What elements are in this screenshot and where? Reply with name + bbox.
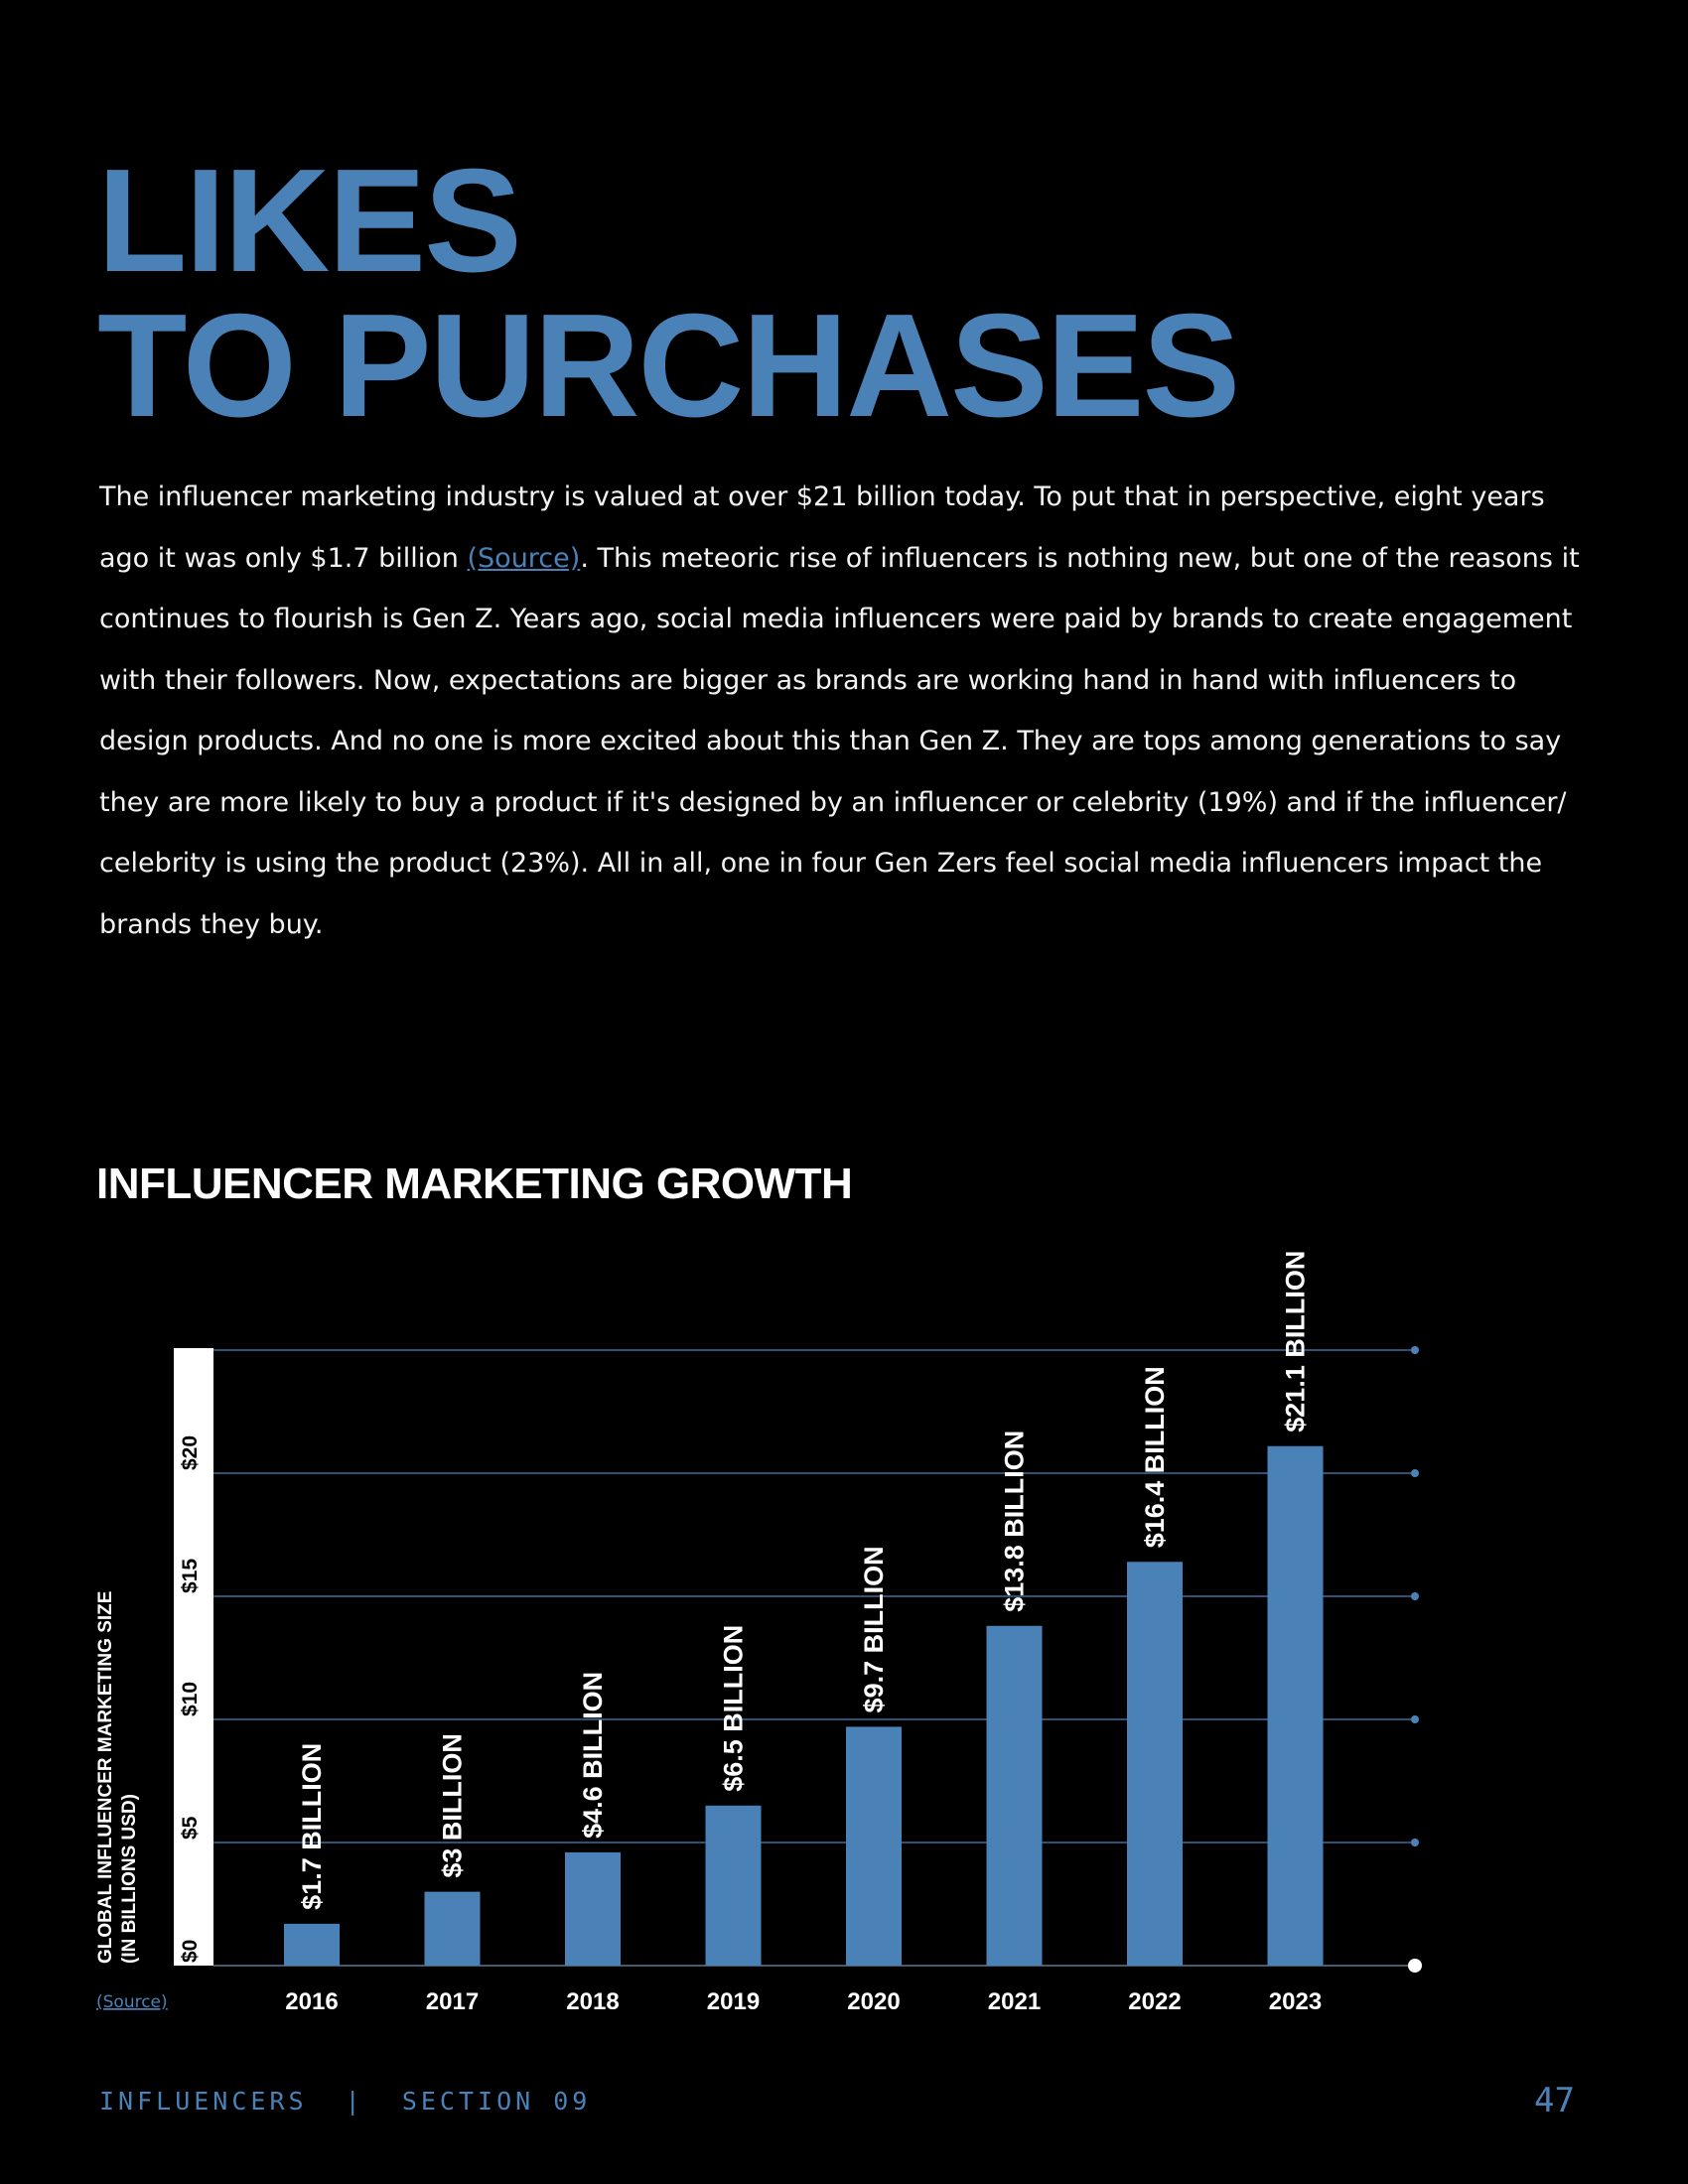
chart-title: INFLUENCER MARKETING GROWTH: [96, 1160, 853, 1208]
data-label: $6.5 BILLION: [719, 1625, 749, 1792]
x-tick-label: 2018: [566, 1988, 619, 2015]
y-axis-label: GLOBAL INFLUENCER MARKETING SIZE: [95, 1591, 116, 1964]
page-title: LIKES TO PURCHASES: [97, 139, 1240, 448]
page-number: 47: [1534, 2081, 1575, 2120]
paragraph-part-2: . This meteoric rise of influencers is n…: [99, 542, 1580, 940]
x-tick-label: 2020: [847, 1988, 900, 2015]
gridline-end-dot: [1411, 1346, 1419, 1354]
bar-2023: [1267, 1445, 1324, 1966]
data-label: $21.1 BILLION: [1281, 1251, 1311, 1433]
bar-2020: [846, 1726, 902, 1966]
y-tick-label: $25: [179, 1312, 202, 1347]
title-line-2: TO PURCHASES: [97, 284, 1240, 448]
y-axis-label-unit: (IN BILLIONS USD): [119, 1794, 140, 1964]
intro-paragraph: The influencer marketing industry is val…: [99, 467, 1589, 955]
bar-2021: [986, 1625, 1043, 1966]
gridline-end-dot: [1408, 1959, 1422, 1973]
y-tick-label: $10: [179, 1682, 202, 1716]
footer-section-label: INFLUENCERS | SECTION 09: [99, 2087, 592, 2116]
data-label: $13.8 BILLION: [1000, 1431, 1030, 1612]
bar-2018: [565, 1851, 621, 1966]
y-axis-panel: [174, 1348, 213, 1966]
data-label: $9.7 BILLION: [859, 1546, 889, 1712]
bar-2019: [705, 1805, 762, 1966]
data-label: $1.7 BILLION: [297, 1743, 327, 1910]
bar-2022: [1127, 1562, 1183, 1966]
gridline-end-dot: [1411, 1592, 1419, 1600]
data-label: $4.6 BILLION: [578, 1672, 608, 1839]
bar-2016: [284, 1923, 340, 1966]
gridline-end-dot: [1411, 1469, 1419, 1477]
bar-2017: [424, 1891, 481, 1966]
x-tick-label: 2019: [707, 1988, 760, 2015]
data-label: $3 BILLION: [438, 1733, 468, 1878]
title-line-1: LIKES: [97, 139, 522, 303]
data-label: $16.4 BILLION: [1140, 1366, 1170, 1548]
source-link[interactable]: (Source): [467, 542, 581, 574]
x-tick-label: 2017: [426, 1988, 479, 2015]
x-tick-label: 2021: [988, 1988, 1041, 2015]
chart-source-link[interactable]: (Source): [96, 1992, 168, 2012]
x-tick-label: 2016: [285, 1988, 338, 2015]
y-tick-label: $0: [179, 1940, 202, 1963]
gridline-end-dot: [1411, 1715, 1419, 1723]
paragraph-part-1: The influencer marketing industry is val…: [99, 481, 1545, 574]
x-tick-label: 2022: [1128, 1988, 1181, 2015]
x-tick-label: 2023: [1269, 1988, 1322, 2015]
y-tick-label: $15: [179, 1559, 202, 1593]
gridline-end-dot: [1411, 1839, 1419, 1846]
y-tick-label: $5: [179, 1816, 202, 1840]
y-tick-label: $20: [179, 1435, 202, 1470]
bar-chart: $0 $5 $10 $15 $20 $25 GLOBAL INFLUENCER MARKET…: [95, 1251, 1422, 2015]
